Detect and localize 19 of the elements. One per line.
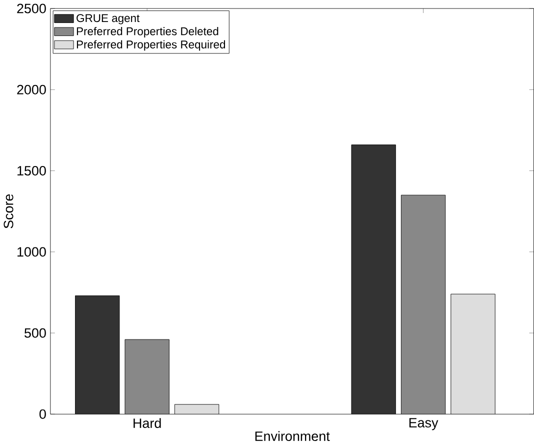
x-tick-label: Hard: [134, 418, 161, 428]
y-tick-label: 0: [39, 409, 46, 420]
y-axis-title: Score: [4, 194, 14, 228]
bar: [124, 339, 170, 414]
y-tick-label: 2500: [17, 4, 46, 14]
x-axis-title: Environment: [255, 431, 330, 442]
x-tick-label: Easy: [409, 418, 438, 430]
y-tick-label: 2000: [17, 84, 46, 95]
y-tick-label: 500: [24, 328, 46, 338]
bar: [450, 294, 496, 414]
bar: [400, 194, 446, 414]
bar: [174, 404, 219, 414]
legend-label: Preferred Properties Deleted: [76, 27, 218, 38]
bar: [351, 144, 396, 414]
y-tick-label: 1000: [18, 247, 46, 257]
legend-label: GRUE agent: [76, 14, 140, 24]
legend-label: Preferred Properties Required: [76, 40, 226, 51]
y-tick-label: 1500: [18, 166, 46, 176]
bar: [75, 296, 120, 414]
